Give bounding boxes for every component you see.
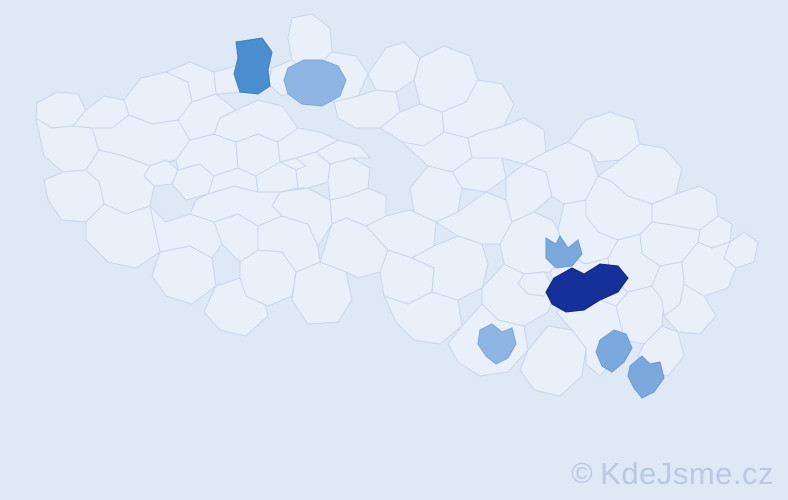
district-usti-nad-orlici (505, 163, 553, 223)
highlight-svitavy (545, 235, 583, 269)
highlight-liberec (233, 37, 273, 95)
district-vsetin (663, 283, 717, 335)
district-klatovy (85, 203, 167, 269)
district-pelhrimov (319, 217, 389, 279)
district-rychnov (467, 117, 547, 165)
highlight-hodonin (627, 355, 665, 399)
district-melnik (277, 127, 339, 163)
highlight-layer (233, 37, 665, 399)
district-trebic (383, 291, 463, 345)
highlight-vyskov (595, 329, 633, 373)
district-louny (177, 93, 237, 141)
district-liberec (367, 41, 421, 93)
copyright-icon: © (571, 457, 594, 490)
highlight-blansko (545, 263, 629, 313)
highlight-jablonec-semily (283, 59, 347, 107)
district-breclav (519, 325, 587, 397)
district-layer (35, 13, 759, 397)
highlight-brno-venkov (477, 323, 517, 365)
watermark: © KdeJsme.cz (571, 456, 774, 492)
watermark-text: KdeJsme.cz (600, 456, 774, 491)
